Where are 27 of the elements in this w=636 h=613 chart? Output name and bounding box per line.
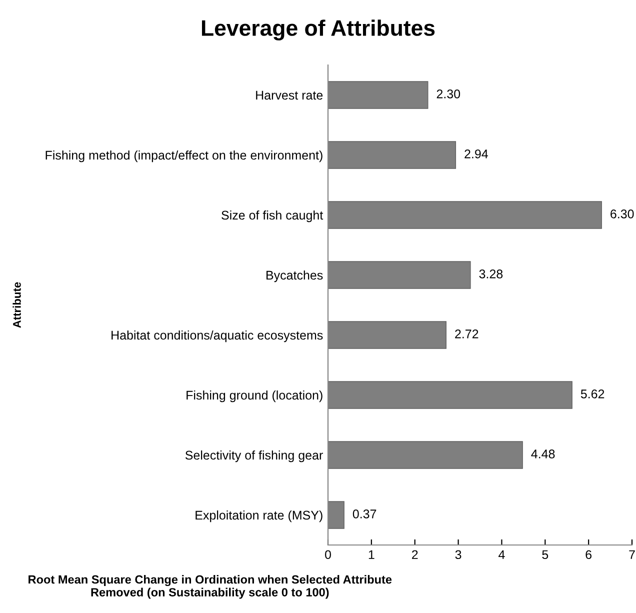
y-tick-label: Bycatches [266, 270, 323, 282]
x-axis-title: Root Mean Square Change in Ordination when Selected Attribute Removed (on Sustainability scale 0 to 100) [28, 575, 392, 599]
y-tick-label: Fishing method (impact/effect on the environment) [46, 150, 322, 162]
chart-title: Leverage of Attributes [202, 20, 435, 40]
data-label: 4.48 [531, 450, 555, 458]
y-tick-label: Harvest rate [256, 90, 323, 100]
y-tick-label: Fishing ground (location) [186, 390, 322, 402]
x-tick-label: 6 [586, 550, 592, 560]
x-tick-label: 0 [325, 550, 331, 560]
data-label: 2.94 [464, 150, 488, 158]
y-tick-label: Size of fish caught [222, 210, 324, 222]
data-label: 2.72 [455, 330, 478, 338]
x-tick-label: 4 [498, 550, 505, 559]
data-label: 6.30 [610, 210, 634, 218]
x-tick-label: 5 [542, 550, 548, 560]
y-tick-label: Exploitation rate (MSY) [196, 510, 322, 522]
y-tick-label: Selectivity of fishing gear [185, 450, 323, 462]
data-label: 3.28 [479, 270, 503, 278]
data-label: 2.30 [436, 90, 460, 98]
x-tick-label: 7 [629, 550, 635, 559]
y-axis-title: Attribute [12, 282, 21, 328]
x-tick-label: 1 [368, 550, 374, 559]
data-label: 0.37 [352, 510, 376, 518]
y-tick-label: Habitat conditions/aquatic ecosystems [112, 330, 323, 342]
x-tick-label: 2 [412, 550, 418, 559]
x-tick-label: 3 [455, 550, 462, 560]
data-label: 5.62 [580, 390, 604, 398]
